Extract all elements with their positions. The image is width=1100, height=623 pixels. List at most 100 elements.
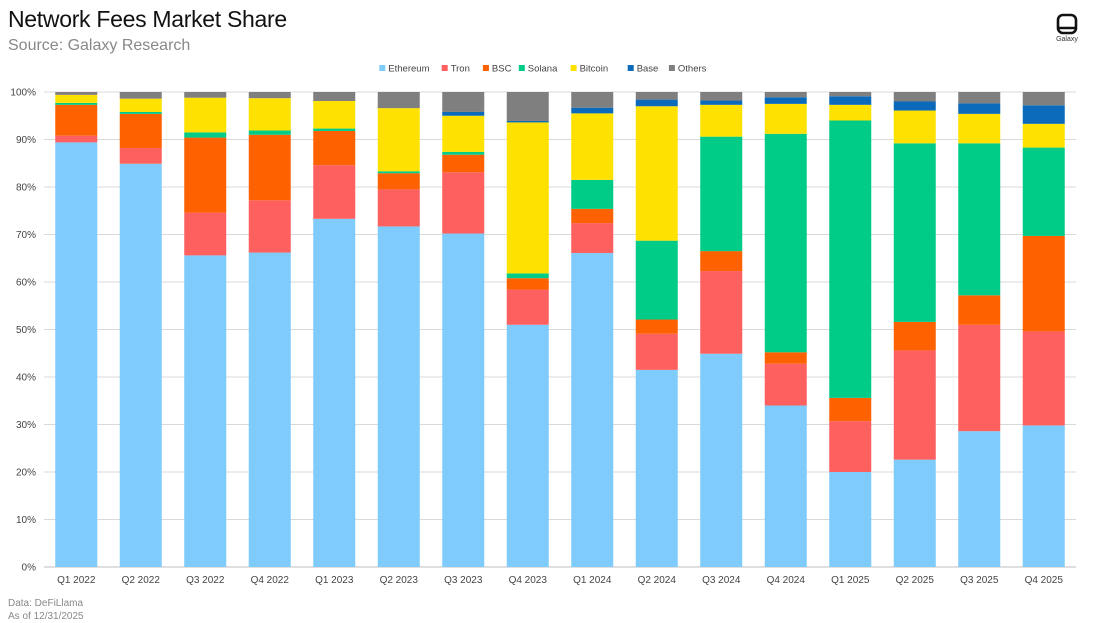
bar-segment-bitcoin — [313, 101, 356, 129]
bar-segment-bsc — [635, 319, 678, 334]
bar-segment-bitcoin — [119, 98, 162, 112]
x-tick-label: Q4 2025 — [1025, 575, 1064, 586]
bar-segment-tron — [571, 223, 614, 254]
bar-segment-tron — [700, 271, 743, 354]
bar-segment-ethereum — [893, 459, 936, 567]
bar-segment-base — [442, 111, 485, 116]
bar-segment-others — [764, 92, 807, 98]
x-tick-label: Q3 2024 — [702, 575, 741, 586]
bar-segment-solana — [764, 133, 807, 353]
bar-segment-ethereum — [442, 233, 485, 568]
bar-segment-bsc — [958, 295, 1001, 325]
bar-segment-bsc — [442, 154, 485, 173]
bar-segment-bsc — [184, 137, 227, 213]
bar-segment-base — [635, 99, 678, 107]
bar-segment-tron — [248, 200, 291, 253]
bar-segment-bsc — [829, 397, 872, 422]
bar-segment-others — [506, 92, 549, 121]
data-source-note: Data: DeFiLlama — [8, 598, 84, 609]
bar-segment-ethereum — [958, 431, 1001, 567]
bar-segment-bitcoin — [829, 104, 872, 121]
bar-segment-tron — [764, 363, 807, 406]
chart-subtitle: Source: Galaxy Research — [8, 37, 191, 54]
bar-segment-others — [1022, 92, 1065, 106]
y-tick-label: 20% — [16, 468, 36, 479]
bar-segment-bitcoin — [571, 113, 614, 180]
x-tick-label: Q2 2023 — [380, 575, 419, 586]
bar-segment-base — [700, 100, 743, 105]
y-axis-ticks: 0% 10% 20% 30% 40% 50% 60% 70% 80% 90% 100% — [10, 88, 36, 574]
bar-segment-base — [571, 107, 614, 114]
bar-segment-ethereum — [184, 255, 227, 567]
bar-segment-base — [1022, 105, 1065, 124]
bar-segment-bsc — [55, 104, 98, 136]
x-tick-label: Q1 2023 — [315, 575, 354, 586]
bar-segment-others — [377, 92, 420, 109]
bar-segment-solana — [442, 151, 485, 155]
bar-segment-solana — [377, 171, 420, 174]
bar-segment-solana — [700, 136, 743, 252]
bar-segment-bsc — [700, 251, 743, 272]
bar-segment-solana — [635, 240, 678, 320]
legend-swatch-solana — [518, 65, 525, 71]
legend-label-bsc: BSC — [492, 64, 512, 75]
bar-segment-others — [829, 92, 872, 97]
legend: Ethereum Tron BSC Solana Bitcoin Base Others — [379, 64, 707, 75]
bar-segment-ethereum — [764, 405, 807, 567]
bar-segment-bsc — [119, 113, 162, 149]
bar-segment-bitcoin — [764, 103, 807, 134]
bar-segment-tron — [635, 333, 678, 370]
x-axis-ticks: Q1 2022 Q2 2022 Q3 2022 Q4 2022 Q1 2023 Q2 20… — [57, 575, 1063, 586]
bar-segment-ethereum — [829, 472, 872, 567]
bar-segment-solana — [119, 111, 162, 114]
bar-segment-others — [442, 92, 485, 112]
bar-segment-tron — [377, 189, 420, 227]
bar-segment-bitcoin — [700, 104, 743, 137]
bar-segment-base — [829, 96, 872, 105]
y-tick-label: 50% — [16, 325, 36, 336]
bar-segment-others — [248, 92, 291, 99]
y-tick-label: 100% — [10, 88, 36, 99]
x-tick-label: Q2 2025 — [896, 575, 935, 586]
y-tick-label: 90% — [16, 135, 36, 146]
bar-segment-others — [313, 92, 356, 102]
legend-swatch-tron — [441, 65, 448, 71]
x-tick-label: Q3 2025 — [960, 575, 999, 586]
bar-segment-ethereum — [1022, 425, 1065, 567]
bar-segment-solana — [55, 102, 98, 105]
bar-segment-ethereum — [119, 163, 162, 567]
bar-segment-tron — [119, 148, 162, 164]
bar-segment-tron — [55, 135, 98, 143]
x-tick-label: Q4 2022 — [251, 575, 290, 586]
bar-segment-bitcoin — [893, 110, 936, 144]
x-tick-label: Q3 2022 — [186, 575, 225, 586]
x-tick-label: Q3 2023 — [444, 575, 483, 586]
bar-segment-tron — [1022, 331, 1065, 426]
bar-segment-solana — [506, 273, 549, 279]
bar-segment-ethereum — [377, 226, 420, 568]
bar-segment-ethereum — [635, 369, 678, 567]
bar-segment-tron — [893, 350, 936, 460]
bar-segment-ethereum — [248, 252, 291, 568]
legend-swatch-ethereum — [379, 65, 386, 71]
bar-segment-ethereum — [700, 353, 743, 567]
bar-segment-solana — [248, 130, 291, 135]
bar-segment-tron — [184, 212, 227, 256]
bar-segment-others — [893, 92, 936, 102]
legend-label-ethereum: Ethereum — [388, 64, 429, 75]
y-tick-label: 60% — [16, 278, 36, 289]
x-tick-label: Q2 2022 — [122, 575, 161, 586]
bar-segment-bitcoin — [377, 108, 420, 172]
bar-segment-bsc — [313, 130, 356, 166]
bar-segment-bsc — [1022, 235, 1065, 332]
legend-label-others: Others — [678, 64, 707, 75]
legend-swatch-others — [668, 65, 675, 71]
x-tick-label: Q1 2024 — [573, 575, 612, 586]
bar-segment-others — [571, 92, 614, 108]
bar-segment-bsc — [893, 321, 936, 351]
bar-segment-tron — [829, 421, 872, 472]
bar-segment-others — [635, 92, 678, 100]
bar-segment-others — [55, 92, 98, 95]
bar-segment-solana — [893, 143, 936, 322]
